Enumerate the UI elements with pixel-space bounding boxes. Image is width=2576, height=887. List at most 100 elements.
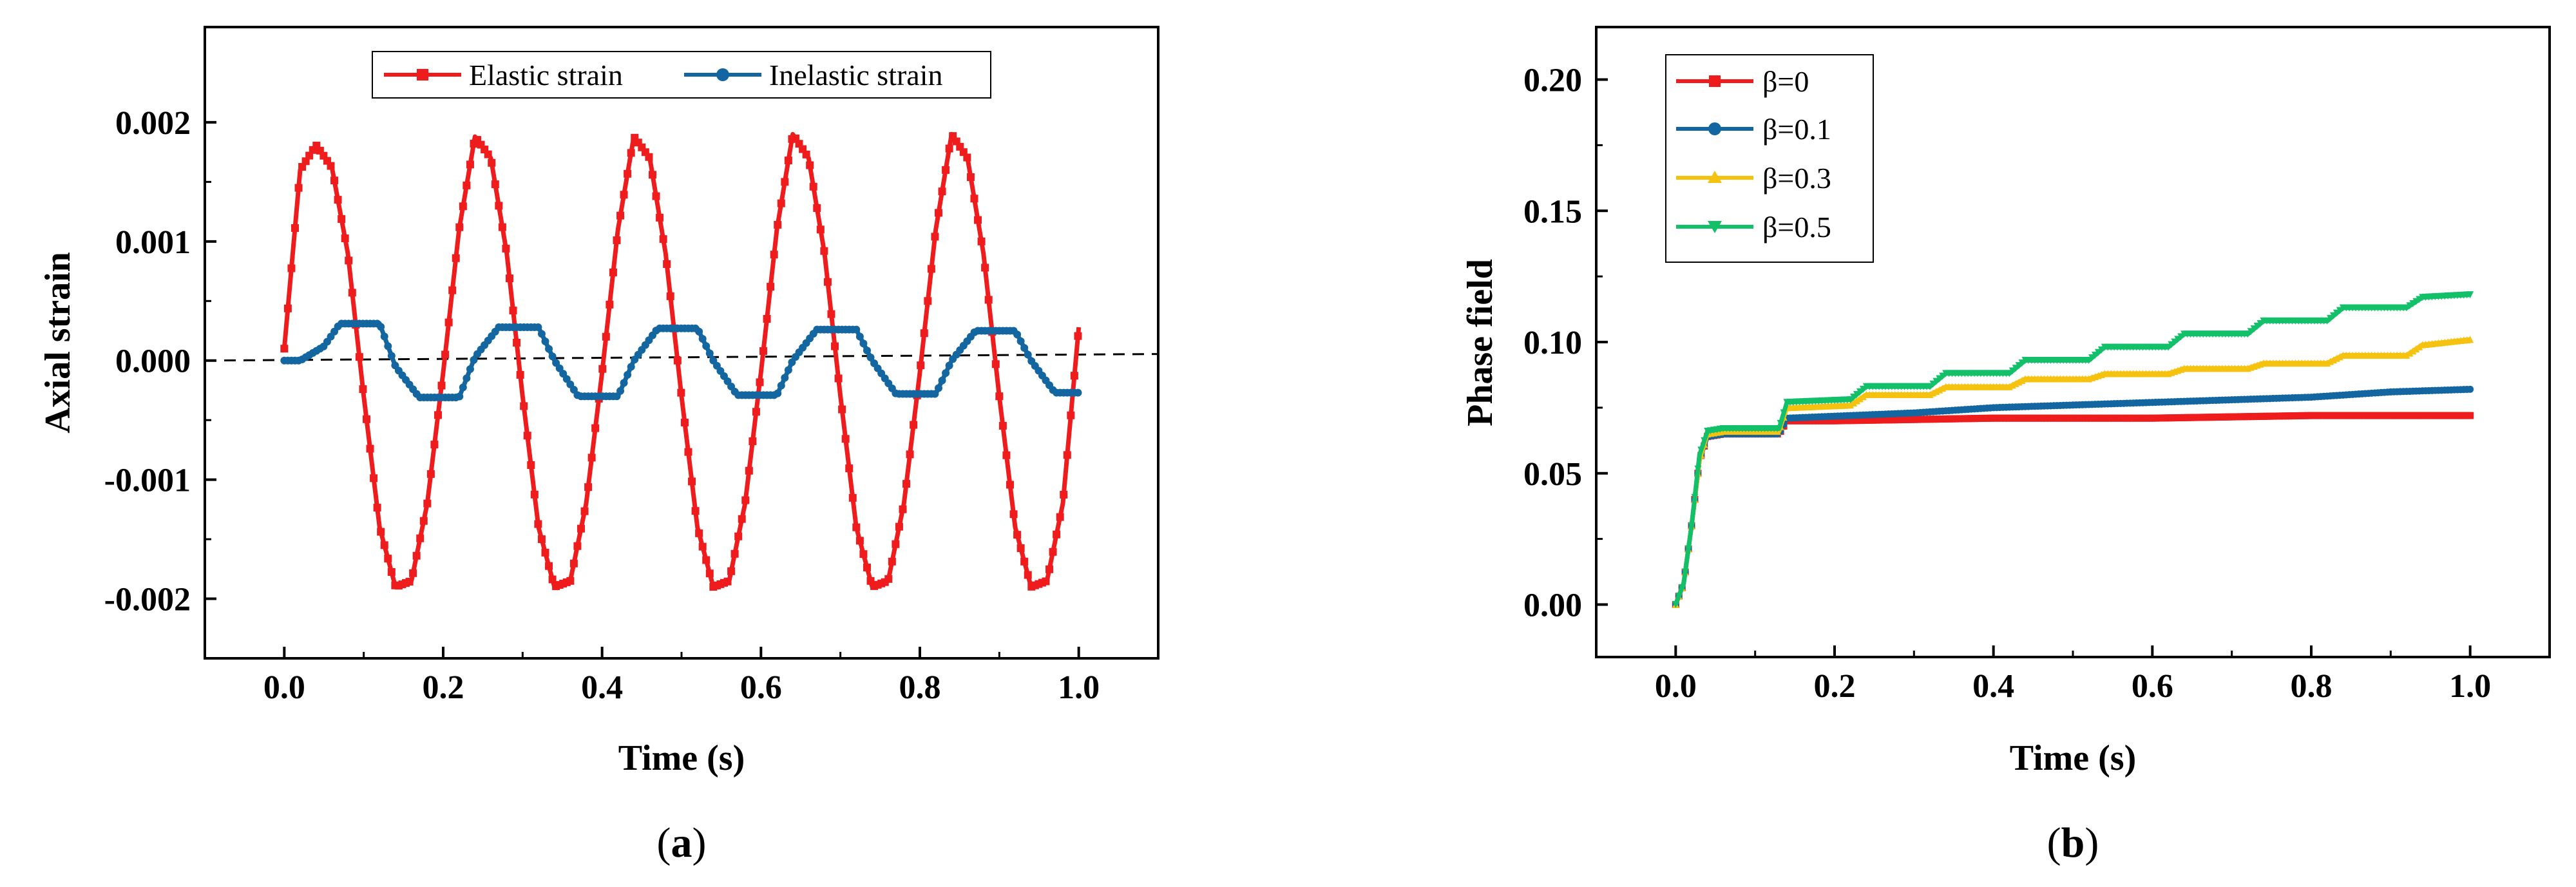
chart-b-legend-marker-beta-0 [1709,75,1721,87]
chart-b-point-beta-0-5 [2015,362,2023,370]
chart-a-point-elastic-strain [970,195,978,203]
chart-a-point-inelastic-strain [534,323,542,331]
chart-b-point-beta-0-5 [2008,367,2016,375]
chart-a-x-tick-label: 0.4 [581,669,623,706]
chart-b-legend-marker-beta-0-1 [1708,122,1721,135]
chart-b-point-beta-0-5 [1856,388,1864,396]
chart-a-point-elastic-strain [688,477,696,486]
chart-a-point-inelastic-strain [537,330,546,338]
chart-a-point-elastic-strain [505,274,513,283]
chart-b-point-beta-0-5 [2244,330,2251,338]
chart-a-point-elastic-strain [855,537,864,545]
chart-b-point-beta-0-3 [2416,343,2423,350]
chart-a-series-elastic-strain [280,131,1082,591]
chart-a-point-elastic-strain [998,421,1007,430]
chart-b-point-beta-0-5 [1850,394,1858,401]
chart-a-point-inelastic-strain [705,349,714,358]
chart-a-point-inelastic-strain [931,390,939,398]
chart-a-point-inelastic-strain [855,332,864,341]
chart-a-point-inelastic-strain [380,332,388,341]
chart-a-point-elastic-strain [341,234,349,243]
chart-a-point-inelastic-strain [463,374,471,383]
chart-a-point-elastic-strain [606,300,614,309]
chart-b-point-beta-0-5 [2250,325,2258,333]
chart-a-point-inelastic-strain [702,342,711,350]
chart-a-point-elastic-strain [698,542,707,551]
chart-b-point-beta-0-3 [1850,399,1858,407]
chart-b-y-tick-label: 0.20 [1523,62,1582,99]
chart-b-point-beta-0-3 [1859,393,1867,401]
chart-a-point-elastic-strain [283,304,292,312]
chart-a-point-elastic-strain [702,556,711,564]
chart-a-point-elastic-strain [613,236,621,244]
chart-b-legend-item-beta-0: β=0 [1676,65,1809,98]
chart-a-point-elastic-strain [1053,530,1061,539]
chart-a-point-elastic-strain [573,542,582,550]
chart-b-point-beta-0-5 [1697,446,1705,454]
chart-a-point-elastic-strain [695,529,703,537]
chart-b-point-beta-0-5 [2177,333,2185,341]
chart-a-legend-label-elastic: Elastic strain [469,59,623,91]
chart-b-point-beta-0-5 [2330,312,2338,320]
chart-a-point-elastic-strain [384,555,392,563]
chart-a-point-inelastic-strain [459,383,467,392]
chart-b-series-beta-0-5 [1672,291,2474,608]
chart-b-legend-item-beta-0-3: β=0.3 [1676,162,1831,195]
chart-a-point-elastic-strain [620,191,628,199]
chart-a-point-elastic-strain [1063,451,1071,459]
chart-a-point-elastic-strain [827,310,835,318]
panel-caption-a: (a) [657,819,707,866]
chart-a-point-elastic-strain [1049,548,1057,556]
chart-a-point-elastic-strain [920,329,928,338]
chart-a-point-inelastic-strain [1013,330,1022,339]
chart-b-point-beta-0-5 [1932,377,1940,385]
chart-b-point-beta-0-5 [2336,307,2343,314]
chart-a-point-elastic-strain [809,182,817,191]
chart-a-point-elastic-strain [995,392,1004,401]
chart-a-point-elastic-strain [566,577,575,585]
chart-a-point-elastic-strain [841,435,850,443]
chart-b-point-beta-0-3 [1856,395,1864,403]
chart-a-point-elastic-strain [845,464,854,473]
chart-a-point-elastic-strain [816,225,825,234]
chart-a-point-elastic-strain [924,297,932,305]
chart-b-point-beta-0-3 [2406,349,2414,357]
chart-a-point-elastic-strain [1016,544,1025,552]
chart-a-point-elastic-strain [1009,510,1018,519]
chart-a-point-elastic-strain [1067,411,1075,419]
chart-a-point-elastic-strain [609,268,617,276]
chart-a-y-tick-label: 0.002 [115,105,191,142]
chart-a-point-elastic-strain [984,296,993,304]
chart-a-point-elastic-strain [419,517,428,525]
chart-a-point-elastic-strain [895,522,903,531]
chart-a-point-elastic-strain [648,171,656,179]
chart-a-point-elastic-strain [423,499,432,508]
chart-a-point-inelastic-strain [470,356,478,364]
chart-a-point-elastic-strain [598,365,607,373]
chart-a-point-elastic-strain [663,260,671,268]
chart-a-point-elastic-strain [412,551,421,560]
chart-b-point-beta-0-5 [1681,568,1689,576]
chart-b-point-beta-0-5 [2174,336,2182,343]
chart-a-y-tick-label: 0.001 [115,224,191,261]
chart-a-point-elastic-strain [488,158,496,167]
chart-b-legend-item-beta-0-5: β=0.5 [1676,211,1831,243]
chart-a-point-elastic-strain [938,187,946,196]
chart-b-point-beta-0-5 [2097,346,2105,354]
chart-b-point-beta-0-5 [2088,354,2096,361]
chart-b-x-tick-label: 1.0 [2449,668,2491,705]
chart-b-point-beta-0-5 [1780,409,1788,417]
chart-a-point-inelastic-strain [377,323,385,331]
chart-a-point-elastic-strain [852,523,861,531]
chart-b-legend-label-beta-0: β=0 [1762,65,1809,98]
chart-a-point-elastic-strain [656,213,664,222]
chart-a-point-elastic-strain [587,453,596,462]
chart-b-point-beta-0-5 [2012,365,2019,372]
chart-a-point-elastic-strain [1060,490,1068,499]
chart-b-point-beta-0-5 [2323,317,2331,325]
chart-a-point-elastic-strain [774,220,782,229]
chart-a-y-tick-label: -0.001 [104,463,191,499]
chart-a-x-tick-label: 1.0 [1058,669,1100,706]
chart-a-point-elastic-strain [520,402,528,410]
chart-a-point-elastic-strain [537,535,546,544]
